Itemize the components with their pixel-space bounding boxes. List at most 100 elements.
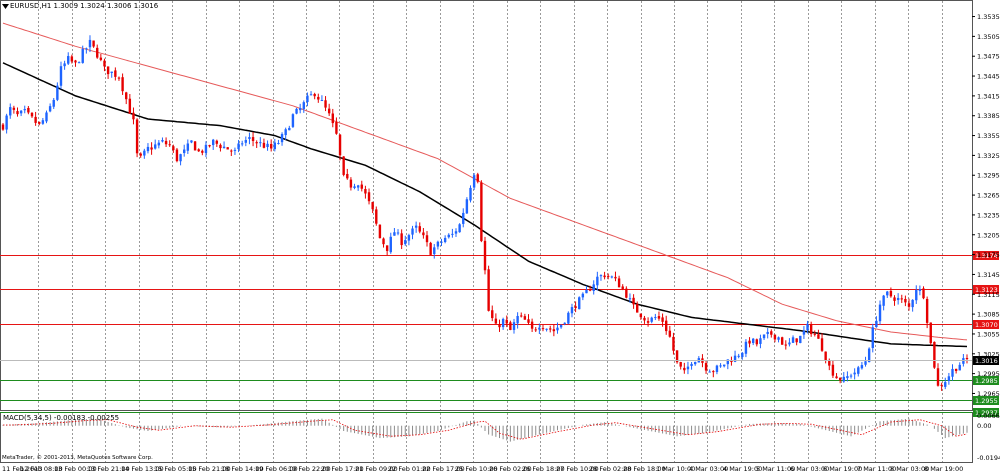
bear-candle-body <box>132 112 135 120</box>
bull-candle-body <box>45 112 48 122</box>
price-tick-label: 1.3265 <box>977 192 1000 200</box>
bear-candle-body <box>704 363 708 371</box>
bear-candle-body <box>38 121 41 124</box>
bull-candle-body <box>302 102 305 110</box>
bull-candle-body <box>88 39 92 48</box>
bear-candle-body <box>121 77 124 92</box>
bear-candle-body <box>636 303 639 313</box>
bear-candle-body <box>828 360 831 366</box>
bear-candle-body <box>621 286 624 289</box>
bull-candle-body <box>306 95 309 103</box>
bull-candle-body <box>596 276 599 286</box>
level-price-tag <box>973 376 999 385</box>
bull-candle-body <box>766 331 769 335</box>
bear-candle-body <box>400 233 403 246</box>
bear-candle-body <box>491 310 494 319</box>
macd-signal-line <box>3 419 968 440</box>
price-tick-label: 1.3505 <box>977 33 1000 41</box>
bull-candle-body <box>288 127 291 131</box>
bear-candle-body <box>683 367 686 371</box>
bear-candle-body <box>30 112 34 117</box>
bear-candle-body <box>831 364 835 376</box>
bull-candle-body <box>563 322 566 324</box>
bear-candle-body <box>117 77 121 79</box>
price-tick-label: 1.3085 <box>977 311 1000 319</box>
bear-candle-body <box>378 224 382 239</box>
bull-candle-body <box>404 240 407 245</box>
symbol-info: EURUSD,H1 1.3009 1.3024 1.3006 1.3016 <box>10 2 159 10</box>
bull-candle-body <box>154 144 157 149</box>
price-tick-label: 1.3445 <box>977 73 1000 81</box>
bear-candle-body <box>675 350 679 363</box>
bear-candle-body <box>632 297 635 305</box>
bull-candle-body <box>567 312 570 324</box>
moving-average-fast <box>2 62 968 348</box>
bear-candle-body <box>617 278 621 288</box>
bear-candle-body <box>418 226 421 232</box>
bear-candle-body <box>269 143 273 149</box>
price-tick-label: 1.3415 <box>977 92 1000 100</box>
bull-candle-body <box>67 56 70 64</box>
bear-candle-body <box>784 344 787 346</box>
bull-candle-body <box>393 232 396 236</box>
bull-candle-body <box>59 66 63 86</box>
bear-candle-body <box>505 319 508 324</box>
level-price-label: 1.2955 <box>975 397 998 405</box>
bull-candle-body <box>592 284 595 291</box>
bull-candle-body <box>41 120 45 124</box>
time-tick-label: 6 Mar 03:00 <box>790 465 829 473</box>
time-tick-label: 19 Feb 06:00 <box>255 465 298 473</box>
bull-candle-body <box>806 323 809 331</box>
bull-candle-body <box>512 322 516 330</box>
price-tick-label: 1.3355 <box>977 132 1000 140</box>
bull-candle-body <box>958 364 961 371</box>
bull-candle-body <box>802 330 806 335</box>
bear-candle-body <box>349 179 353 188</box>
price-tick-label: 1.3145 <box>977 271 1000 279</box>
time-tick-label: 15 Feb 21:00 <box>188 465 231 473</box>
bull-candle-body <box>726 359 730 365</box>
bear-candle-body <box>965 357 969 360</box>
bull-candle-body <box>298 108 302 111</box>
bull-candle-body <box>693 362 697 365</box>
bear-candle-body <box>668 330 672 337</box>
time-tick-label: 21 Feb 09:00 <box>355 465 398 473</box>
bear-candle-body <box>773 334 777 340</box>
bear-candle-body <box>16 111 19 115</box>
bear-candle-body <box>904 298 907 303</box>
bull-candle-body <box>708 371 711 373</box>
bear-candle-body <box>730 360 733 363</box>
bull-candle-body <box>610 276 614 278</box>
bear-candle-body <box>498 324 501 328</box>
level-price-tag <box>973 408 999 417</box>
bear-candle-body <box>367 192 371 202</box>
bear-candle-body <box>255 142 258 144</box>
price-tick-label: 1.2995 <box>977 370 1000 378</box>
bull-candle-body <box>886 291 889 296</box>
bull-candle-body <box>918 289 922 291</box>
bear-candle-body <box>385 245 389 251</box>
bull-candle-body <box>469 187 472 201</box>
bull-candle-body <box>733 355 737 362</box>
triangle-down-icon[interactable] <box>1 2 11 12</box>
main-pane-frame <box>0 0 973 411</box>
bear-candle-body <box>139 153 142 156</box>
bear-candle-body <box>936 368 940 386</box>
macd-scale-label: -0.01943 <box>977 454 1000 462</box>
bull-candle-body <box>143 150 146 156</box>
bull-candle-body <box>52 99 55 107</box>
bull-candle-body <box>911 299 914 308</box>
price-tick-label: 1.3175 <box>977 251 1000 259</box>
bear-candle-body <box>135 119 139 154</box>
copyright-text: MetaTrader, © 2001-2013, MetaQuotes Soft… <box>2 454 153 461</box>
bear-candle-body <box>523 316 527 320</box>
bear-candle-body <box>34 116 37 123</box>
level-price-label: 1.2937 <box>975 409 998 417</box>
bear-candle-body <box>509 322 512 330</box>
bull-candle-body <box>875 320 878 328</box>
bull-candle-body <box>628 298 632 300</box>
bull-candle-body <box>244 139 248 143</box>
bear-candle-body <box>639 313 643 318</box>
bull-candle-body <box>849 375 853 377</box>
